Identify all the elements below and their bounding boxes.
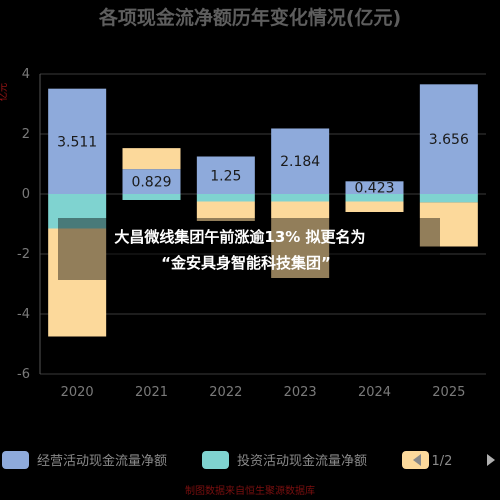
overlay-headline-line1: 大昌微线集团午前涨逾13% 拟更名为 <box>114 228 365 246</box>
legend-label: 经营活动现金流量净额 <box>37 453 167 469</box>
bar-series1-2021 <box>122 169 181 194</box>
data-label: 3.511 <box>57 134 97 150</box>
y-tick-label: -2 <box>17 247 30 262</box>
y-tick-label: 4 <box>22 67 30 82</box>
legend-prev-icon[interactable] <box>413 454 421 466</box>
x-tick-label: 2021 <box>135 385 168 400</box>
bar-series1-2024 <box>345 181 404 194</box>
legend-swatch <box>2 451 29 469</box>
bar-series3-2024 <box>345 201 404 212</box>
bar-series3-2025 <box>419 202 478 247</box>
y-axis-unit: 亿元 <box>0 83 9 101</box>
data-label: 1.25 <box>210 168 241 184</box>
x-tick-label: 2020 <box>61 385 94 400</box>
bars <box>48 84 478 337</box>
data-label: 0.829 <box>131 175 171 191</box>
bar-series2-2023 <box>271 194 330 202</box>
x-tick-label: 2022 <box>209 385 242 400</box>
legend-page-indicator: 1/2 <box>432 454 453 469</box>
bar-series2-2022 <box>196 194 255 202</box>
legend-item-2[interactable]: 投资活动现金流量净额 <box>202 451 367 469</box>
overlay-backdrop <box>58 218 440 280</box>
overlay-headline-line2: “金安具身智能科技集团” <box>161 254 331 272</box>
bar-series3-2023 <box>271 201 330 278</box>
legend-next-icon[interactable] <box>487 454 495 466</box>
y-axis: 4 2 0 -2 -4 -6 <box>17 67 41 382</box>
x-tick-label: 2023 <box>284 385 317 400</box>
data-label: 0.423 <box>354 181 394 197</box>
y-tick-label: 2 <box>22 127 30 142</box>
x-tick-label: 2025 <box>432 385 465 400</box>
bar-series2-2020 <box>48 194 107 229</box>
bar-series1-2022 <box>196 156 255 194</box>
bar-series3-2022 <box>196 201 255 221</box>
x-axis: 2020 2021 2022 2023 2024 2025 <box>61 385 466 400</box>
legend-item-1[interactable]: 经营活动现金流量净额 <box>2 451 167 469</box>
legend: 经营活动现金流量净额 投资活动现金流量净额 <box>2 451 429 469</box>
y-tick-label: 0 <box>22 187 30 202</box>
x-tick-label: 2024 <box>358 385 391 400</box>
news-overlay: 大昌微线集团午前涨逾13% 拟更名为 “金安具身智能科技集团” <box>58 218 440 280</box>
bar-series2-2024 <box>345 194 404 202</box>
data-labels: 3.511 0.829 1.25 2.184 0.423 3.656 <box>57 132 469 196</box>
bar-series1-2025 <box>419 84 478 194</box>
data-label: 2.184 <box>280 154 320 170</box>
data-label: 3.656 <box>429 132 469 148</box>
bar-series2-2025 <box>419 194 478 203</box>
bar-series1-2023 <box>271 128 330 194</box>
bar-series2-2021 <box>122 194 181 200</box>
legend-pager[interactable]: 1/2 <box>413 454 495 469</box>
bar-series3-2021 <box>122 148 181 170</box>
bar-series1-2020 <box>48 88 107 194</box>
source-note: 制图数据来自恒生聚源数据库 <box>185 484 315 497</box>
y-tick-label: -6 <box>17 367 30 382</box>
y-tick-label: -4 <box>17 307 30 322</box>
legend-label: 投资活动现金流量净额 <box>237 453 367 469</box>
chart-title: 各项现金流净额历年变化情况(亿元) <box>98 6 401 29</box>
grid <box>40 73 486 375</box>
legend-swatch <box>202 451 229 469</box>
bar-series3-2020 <box>48 228 107 337</box>
